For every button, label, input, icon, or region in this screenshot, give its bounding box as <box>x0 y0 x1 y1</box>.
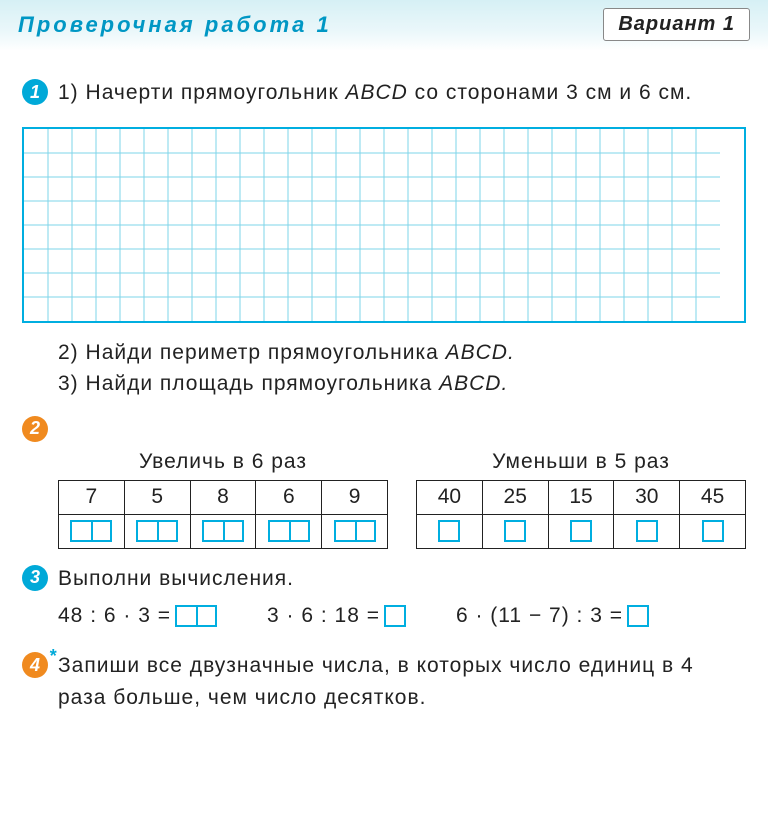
double-answer-box[interactable] <box>175 605 217 627</box>
table-left-grid[interactable]: 75869 <box>58 480 388 549</box>
task-3-bullet: 3 <box>22 565 48 591</box>
grid-svg <box>24 129 720 321</box>
table-value-cell: 40 <box>417 480 483 514</box>
table-value-cell: 45 <box>680 480 746 514</box>
task-1-abcd-2: ABCD. <box>446 341 515 364</box>
task-3-calculations: 48 : 6 · 3 = 3 · 6 : 18 = 6 · (11 − 7) : 3… <box>58 604 746 628</box>
task-1-sub1-text-a: Начерти прямоугольник <box>86 81 346 104</box>
table-value-cell: 30 <box>614 480 680 514</box>
table-right-grid[interactable]: 4025153045 <box>416 480 746 549</box>
task-1-sub2: 2) Найди периметр прямоугольника ABCD. <box>58 337 746 369</box>
calc-expression: 48 : 6 · 3 = <box>58 604 217 628</box>
table-answer-cell[interactable] <box>548 514 614 548</box>
calc-expression-text: 48 : 6 · 3 = <box>58 604 171 628</box>
single-answer-box[interactable] <box>504 520 526 542</box>
task-2-number: 2 <box>30 418 40 439</box>
task-1-sub1-text-b: со сторонами 3 см и 6 см. <box>408 81 692 104</box>
variant-badge: Вариант 1 <box>603 8 750 41</box>
task-1-number: 1 <box>30 82 40 103</box>
task-1-sub3-label: 3) <box>58 372 79 395</box>
calc-expression: 3 · 6 : 18 = <box>267 604 406 628</box>
double-answer-box[interactable] <box>202 520 244 542</box>
table-answer-cell[interactable] <box>322 514 388 548</box>
task-1-sub2-text: Найди периметр прямоугольника <box>86 341 446 364</box>
single-answer-box[interactable] <box>570 520 592 542</box>
task-2: 2 <box>22 414 746 442</box>
single-answer-box[interactable] <box>702 520 724 542</box>
calc-expression: 6 · (11 − 7) : 3 = <box>456 604 649 628</box>
table-value-cell: 8 <box>190 480 256 514</box>
worksheet-title: Проверочная работа 1 <box>18 12 332 38</box>
table-value-cell: 25 <box>482 480 548 514</box>
task-4-number: 4 <box>30 655 40 676</box>
table-value-cell: 9 <box>322 480 388 514</box>
task-1-abcd-3: ABCD. <box>439 372 508 395</box>
task-1-abcd-1: ABCD <box>345 81 407 104</box>
double-answer-box[interactable] <box>268 520 310 542</box>
task-1-body: 1) Начерти прямоугольник ABCD со сторона… <box>58 77 746 109</box>
table-value-cell: 7 <box>59 480 125 514</box>
task-1-bullet: 1 <box>22 79 48 105</box>
table-answer-cell[interactable] <box>59 514 125 548</box>
worksheet-content: 1 1) Начерти прямоугольник ABCD со сторо… <box>0 51 768 735</box>
task-4-star: * <box>49 646 56 667</box>
table-answer-cell[interactable] <box>614 514 680 548</box>
task-1-sub2-label: 2) <box>58 341 79 364</box>
table-answer-cell[interactable] <box>124 514 190 548</box>
task-3-title: Выполни вычисления. <box>58 563 746 595</box>
table-answer-cell[interactable] <box>417 514 483 548</box>
double-answer-box[interactable] <box>334 520 376 542</box>
single-answer-box[interactable] <box>627 605 649 627</box>
table-value-cell: 6 <box>256 480 322 514</box>
task-2-bullet: 2 <box>22 416 48 442</box>
single-answer-box[interactable] <box>384 605 406 627</box>
drawing-grid[interactable] <box>22 127 746 323</box>
calc-expression-text: 3 · 6 : 18 = <box>267 604 380 628</box>
table-answer-cell[interactable] <box>482 514 548 548</box>
table-answer-cell[interactable] <box>680 514 746 548</box>
task-3: 3 Выполни вычисления. <box>22 563 746 595</box>
task-1-sub1-label: 1) <box>58 81 79 104</box>
table-left-label: Увеличь в 6 раз <box>58 450 388 474</box>
task-3-number: 3 <box>30 567 40 588</box>
task-2-tables: Увеличь в 6 раз 75869 Уменьши в 5 раз 40… <box>58 450 746 549</box>
table-left: Увеличь в 6 раз 75869 <box>58 450 388 549</box>
table-value-cell: 5 <box>124 480 190 514</box>
task-1-sub3: 3) Найди площадь прямоугольника ABCD. <box>58 368 746 400</box>
table-right: Уменьши в 5 раз 4025153045 <box>416 450 746 549</box>
table-answer-cell[interactable] <box>190 514 256 548</box>
task-4-bullet: 4 * <box>22 652 48 678</box>
double-answer-box[interactable] <box>136 520 178 542</box>
task-4: 4 * Запиши все двузначные числа, в котор… <box>22 650 746 713</box>
task-1-sub3-text: Найди площадь прямоугольника <box>86 372 440 395</box>
calc-expression-text: 6 · (11 − 7) : 3 = <box>456 604 623 628</box>
single-answer-box[interactable] <box>636 520 658 542</box>
table-answer-cell[interactable] <box>256 514 322 548</box>
table-right-label: Уменьши в 5 раз <box>416 450 746 474</box>
double-answer-box[interactable] <box>70 520 112 542</box>
single-answer-box[interactable] <box>438 520 460 542</box>
task-4-text: Запиши все двузначные числа, в которых ч… <box>58 650 746 713</box>
task-1: 1 1) Начерти прямоугольник ABCD со сторо… <box>22 77 746 109</box>
worksheet-header: Проверочная работа 1 Вариант 1 <box>0 0 768 51</box>
table-value-cell: 15 <box>548 480 614 514</box>
